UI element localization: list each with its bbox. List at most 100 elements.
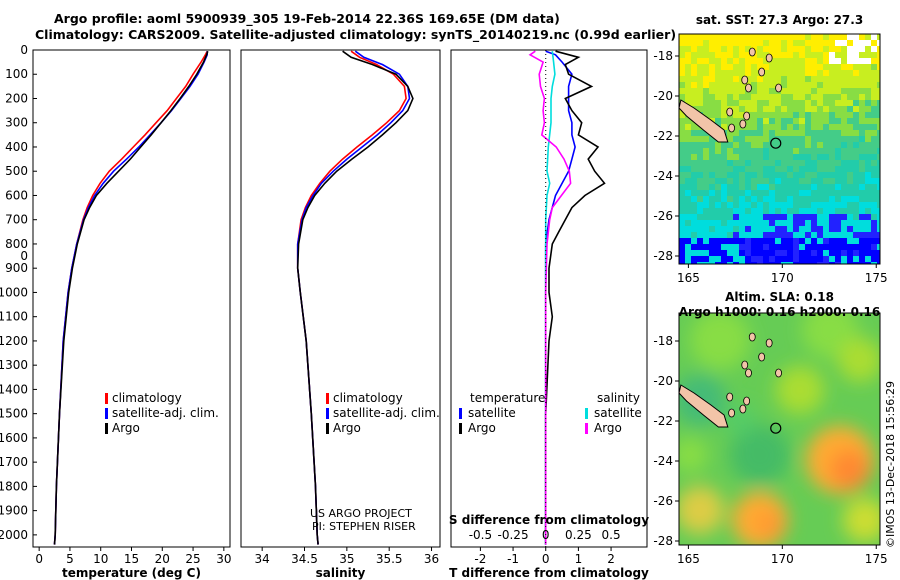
sst-cell xyxy=(685,160,691,166)
x-tick-label: 0 xyxy=(542,552,550,566)
sst-cell xyxy=(811,196,817,202)
sst-cell xyxy=(805,52,811,58)
sst-cell xyxy=(799,34,805,40)
sst-cell xyxy=(817,124,823,130)
sst-cell xyxy=(769,166,775,172)
sst-cell xyxy=(769,130,775,136)
sst-cell xyxy=(835,124,841,130)
sst-cell xyxy=(715,46,721,52)
sst-cell xyxy=(745,232,751,238)
sst-cell xyxy=(709,214,715,220)
map-x-tick-label: 170 xyxy=(771,552,794,566)
sst-cell xyxy=(787,190,793,196)
x-tick-label: -1 xyxy=(507,552,519,566)
sst-cell xyxy=(709,112,715,118)
sst-cell xyxy=(805,58,811,64)
sst-cell xyxy=(739,106,745,112)
sst-cell xyxy=(763,262,769,264)
sst-cell xyxy=(751,94,757,100)
sst-cell xyxy=(721,64,727,70)
sst-cell xyxy=(859,208,865,214)
sst-cell xyxy=(757,94,763,100)
y-tick-label: 300 xyxy=(5,116,28,130)
sst-cell xyxy=(679,256,685,262)
sst-cell xyxy=(811,76,817,82)
sst-cell xyxy=(739,64,745,70)
sst-cell xyxy=(721,172,727,178)
sst-cell xyxy=(757,64,763,70)
sst-cell xyxy=(721,214,727,220)
sst-cell xyxy=(709,58,715,64)
sst-cell xyxy=(877,190,880,196)
sst-cell xyxy=(829,52,835,58)
sst-cell xyxy=(871,112,877,118)
sst-cell xyxy=(859,34,865,40)
sst-cell xyxy=(679,238,685,244)
sst-cell xyxy=(685,166,691,172)
sst-cell xyxy=(685,118,691,124)
sst-cell xyxy=(757,250,763,256)
sst-cell xyxy=(763,136,769,142)
y-tick-label: 1500 xyxy=(0,407,28,421)
sst-cell xyxy=(781,52,787,58)
legend-label: satellite xyxy=(594,406,642,420)
sst-cell xyxy=(727,220,733,226)
map-y-tick-label: -22 xyxy=(653,414,673,428)
sst-cell xyxy=(703,100,709,106)
sst-cell xyxy=(715,220,721,226)
sst-cell xyxy=(805,190,811,196)
sst-cell xyxy=(787,46,793,52)
sst-cell xyxy=(733,202,739,208)
sst-cell xyxy=(691,40,697,46)
sst-cell xyxy=(859,40,865,46)
sst-cell xyxy=(721,142,727,148)
sst-cell xyxy=(829,154,835,160)
sst-cell xyxy=(781,232,787,238)
sst-cell xyxy=(709,100,715,106)
sst-cell xyxy=(769,232,775,238)
sst-cell xyxy=(745,214,751,220)
sst-cell xyxy=(805,82,811,88)
top-tick-label: 0 xyxy=(542,528,550,542)
sst-cell xyxy=(835,214,841,220)
sst-cell xyxy=(685,94,691,100)
argo-position-marker xyxy=(770,422,782,434)
legend-label: Argo xyxy=(594,421,622,435)
sst-cell xyxy=(757,46,763,52)
sst-cell xyxy=(679,52,685,58)
sst-cell xyxy=(703,238,709,244)
sst-cell xyxy=(841,250,847,256)
sst-cell xyxy=(817,232,823,238)
sst-cell xyxy=(811,88,817,94)
sst-cell xyxy=(703,202,709,208)
sst-cell xyxy=(841,160,847,166)
sst-cell xyxy=(733,64,739,70)
sst-cell xyxy=(853,136,859,142)
sst-cell xyxy=(715,190,721,196)
sst-cell xyxy=(703,58,709,64)
sst-cell xyxy=(709,190,715,196)
x-tick-label: 35.5 xyxy=(376,552,403,566)
y-tick-label: 1400 xyxy=(0,382,28,396)
sst-cell xyxy=(859,196,865,202)
sst-cell xyxy=(841,166,847,172)
sst-cell xyxy=(691,154,697,160)
sst-cell xyxy=(757,88,763,94)
sst-cell xyxy=(853,112,859,118)
sst-cell xyxy=(865,112,871,118)
sst-cell xyxy=(745,202,751,208)
sst-cell xyxy=(787,166,793,172)
sst-cell xyxy=(769,82,775,88)
sst-cell xyxy=(679,130,685,136)
sst-cell xyxy=(703,82,709,88)
legend-label: climatology xyxy=(333,391,403,405)
sst-cell xyxy=(769,196,775,202)
sst-cell xyxy=(877,100,880,106)
sst-cell xyxy=(829,64,835,70)
sst-cell xyxy=(691,178,697,184)
sst-cell xyxy=(763,214,769,220)
sst-cell xyxy=(715,214,721,220)
sst-cell xyxy=(793,130,799,136)
sst-cell xyxy=(691,130,697,136)
sst-cell xyxy=(841,40,847,46)
